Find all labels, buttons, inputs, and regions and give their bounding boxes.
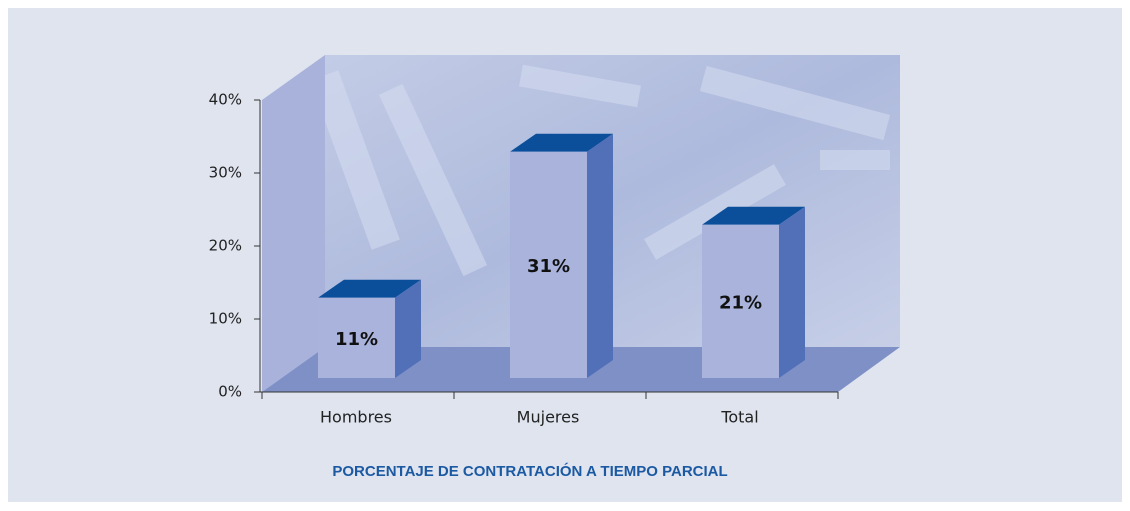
y-tick-label: 40% [209, 91, 242, 109]
value-label: 21% [719, 292, 762, 313]
side-wall [262, 55, 325, 392]
x-tick-label: Mujeres [517, 408, 580, 427]
y-tick-label: 0% [218, 383, 242, 401]
bar-side [395, 279, 421, 378]
value-label: 11% [335, 329, 378, 350]
y-tick-label: 30% [209, 164, 242, 182]
bar-top [318, 279, 421, 298]
y-tick-label: 20% [209, 237, 242, 255]
bar-top [510, 133, 613, 152]
y-tick-label: 10% [209, 310, 242, 328]
chart-title: PORCENTAJE DE CONTRATACIÓN A TIEMPO PARC… [332, 462, 727, 480]
x-tick-label: Hombres [320, 408, 392, 427]
wall-texture [310, 64, 891, 277]
bar [510, 151, 587, 378]
value-label: 31% [527, 256, 570, 277]
bar [318, 297, 395, 378]
bar [702, 224, 779, 378]
x-tick-label: Total [720, 408, 758, 427]
bar-side [779, 206, 805, 378]
bar-top [702, 206, 805, 225]
bar-side [587, 133, 613, 378]
